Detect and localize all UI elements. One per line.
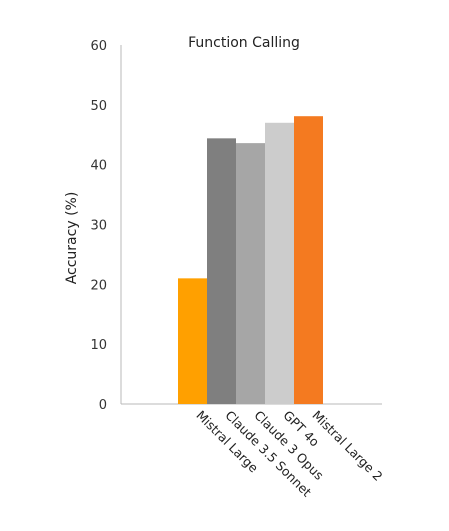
y-axis-label: Accuracy (%) [64,192,80,285]
y-tick-label: 50 [90,99,107,114]
bar-claude-3-5-sonnet [207,138,236,404]
bar-series [178,116,323,405]
y-tick-label: 10 [90,338,107,353]
y-tick-label: 30 [90,219,107,234]
bar-mistral-large-2 [294,116,323,405]
y-tick-label: 60 [90,39,107,54]
y-tick-labels: 0 10 20 30 40 50 60 [90,39,107,413]
bar-mistral-large [178,278,207,404]
y-tick-label: 40 [90,159,107,174]
bar-gpt-4o [265,122,294,405]
chart-title: Function Calling [188,35,300,51]
y-tick-label: 20 [90,278,107,293]
bar-claude-3-opus [236,143,265,405]
y-tick-label: 0 [99,398,107,413]
